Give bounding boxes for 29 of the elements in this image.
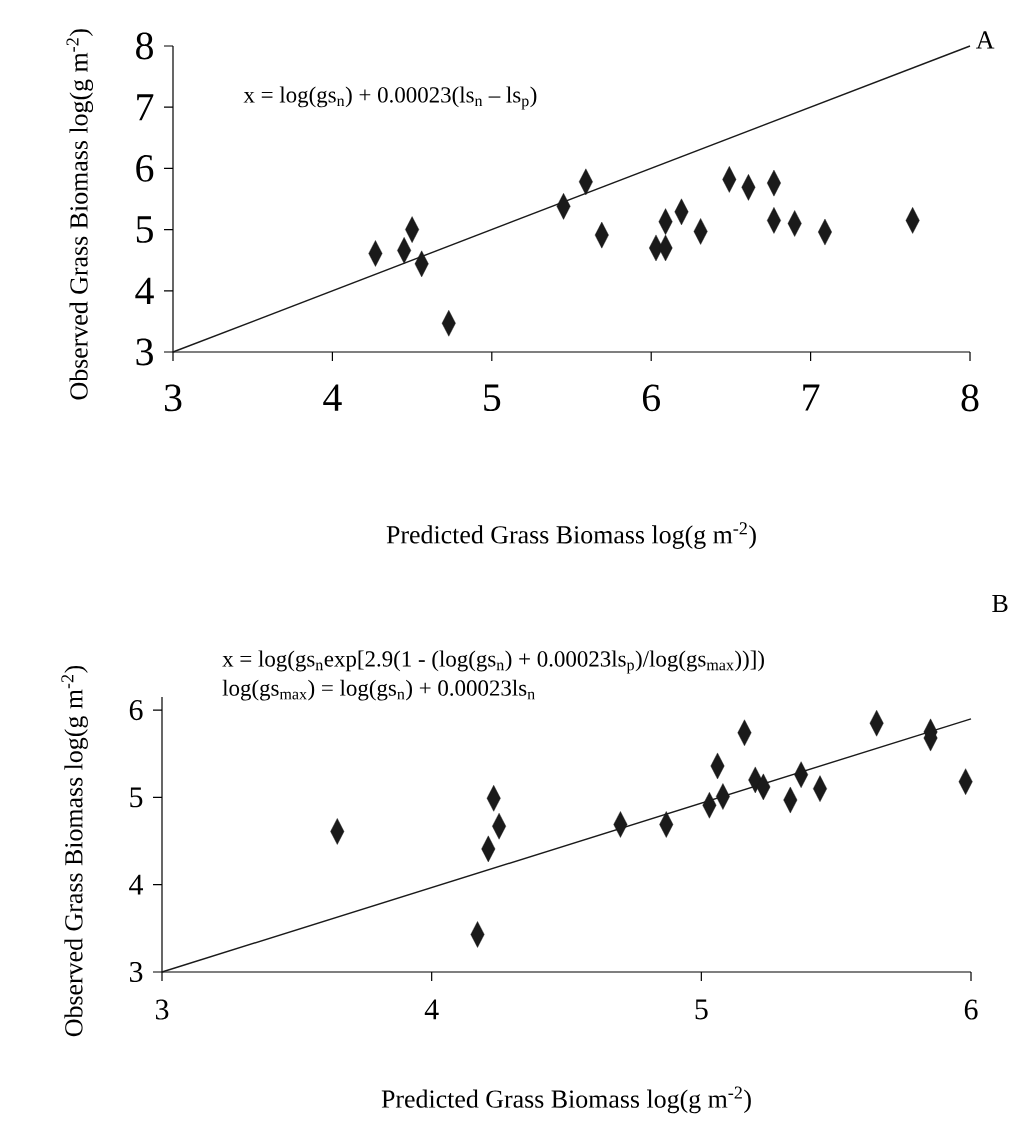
text: A bbox=[976, 31, 995, 49]
x-tick-label: 5 bbox=[695, 999, 708, 1020]
x-tick-label: 3 bbox=[155, 999, 169, 1020]
x-tick-label: 5 bbox=[484, 384, 501, 411]
annotation: x = log(gs$_{n}$) + 0.00023(ls$_{n}$ – ls$_{p}$) bbox=[243, 86, 537, 110]
annotation: log(gs$_{max}$) = log(gs$_{n}$) + 0.00023ls$_{n}$ bbox=[222, 679, 535, 701]
x-tick-label: 8 bbox=[961, 384, 979, 412]
y-tick-label: 7 bbox=[137, 94, 154, 121]
y-tick-label: 4 bbox=[129, 874, 144, 895]
y-tick-label: 8 bbox=[136, 32, 153, 60]
x-tick-label: 3 bbox=[164, 384, 182, 412]
x-tick-label: 4 bbox=[323, 384, 342, 411]
y-tick-label: 5 bbox=[136, 216, 153, 243]
text: x = log(gs$_{n}$exp[2.9(1 - (log(gs$_{n}$) + 0.00023ls$_{p}$)/log(gs$_{max}$))]) bbox=[222, 650, 764, 674]
y-tick-label: 6 bbox=[136, 155, 154, 182]
y-tick-label: 3 bbox=[136, 338, 153, 366]
y-axis-title: Observed Grass Biomass log(g m$^{-2}$) bbox=[66, 29, 94, 400]
x-tick-label: 4 bbox=[424, 999, 439, 1020]
x-tick-label: 6 bbox=[642, 384, 660, 412]
text: B bbox=[992, 594, 1008, 613]
x-axis-title: Predicted Grass Biomass log(g m$^{-2}$) bbox=[386, 522, 756, 549]
x-tick-label: 6 bbox=[964, 999, 978, 1020]
y-tick-label: 4 bbox=[135, 277, 154, 304]
x-axis-title: Predicted Grass Biomass log(g m$^{-2}$) bbox=[381, 1086, 751, 1114]
x-tick-label: 7 bbox=[803, 384, 820, 411]
y-axis-title: Observed Grass Biomass log(g m$^{-2}$) bbox=[61, 665, 88, 1037]
y-tick-label: 6 bbox=[129, 700, 143, 721]
y-tick-label: 5 bbox=[130, 787, 143, 808]
y-tick-label: 3 bbox=[129, 961, 143, 983]
